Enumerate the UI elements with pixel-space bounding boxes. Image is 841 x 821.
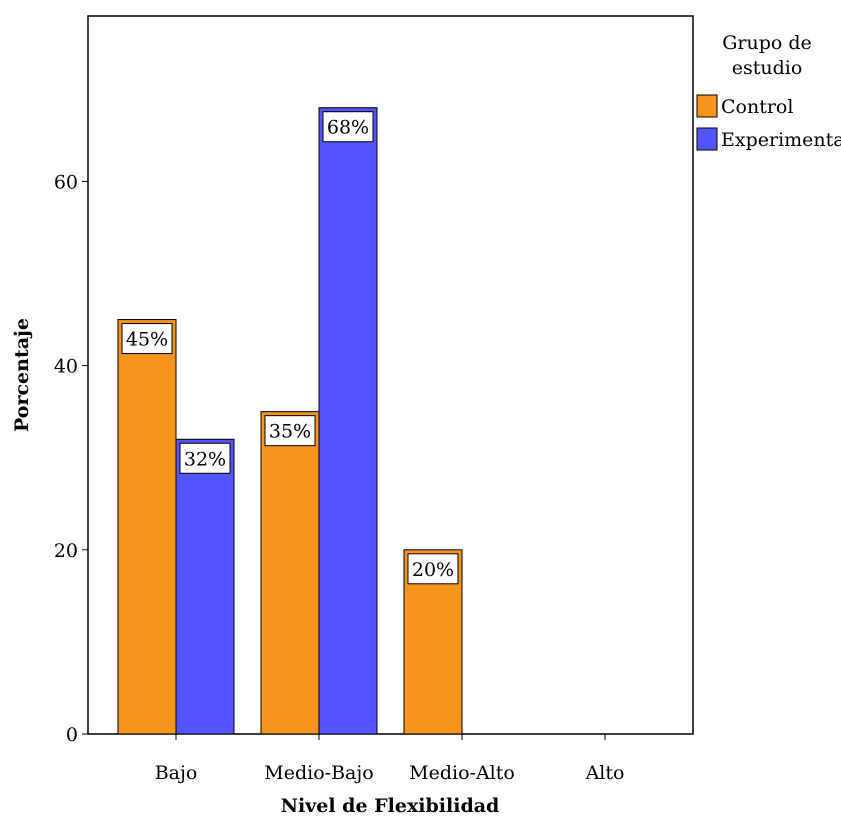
data-label: 68% [327,117,369,139]
y-tick-label: 0 [66,724,78,746]
y-tick-label: 60 [54,171,78,193]
legend-label-experimental: Experimental [721,129,841,151]
data-label-box [322,111,374,143]
x-tick-label: Alto [585,762,625,784]
legend-title-line-1: Grupo de [722,32,812,54]
legend: Grupo de estudio Control Experimental [696,32,841,151]
y-axis-label: Porcentaje [11,318,33,432]
legend-swatch-control [696,94,718,118]
bar-experimental-medio-bajo [318,107,378,735]
bars-layer: 45% 32% 35% 68% 20% [117,107,463,735]
data-label-box [264,415,316,447]
y-tick-label: 20 [54,540,78,562]
legend-label-control: Control [721,96,793,118]
data-label: 35% [269,421,311,443]
bar-control-medio-bajo [260,411,320,735]
data-label: 20% [412,559,454,581]
x-tick-label: Medio-Alto [409,762,515,784]
data-label-box [121,323,173,355]
data-label-box [179,442,231,474]
x-tick-label: Bajo [155,762,198,784]
data-label: 45% [126,329,168,351]
x-tick-label: Medio-Bajo [264,762,373,784]
legend-swatch-experimental [696,127,718,151]
legend-title-line-2: estudio [732,57,803,79]
x-axis: Bajo Medio-Bajo Medio-Alto Alto [155,734,625,784]
x-axis-label: Nivel de Flexibilidad [281,795,500,817]
y-tick-label: 40 [54,356,78,378]
data-label: 32% [184,448,226,470]
data-label-box [407,553,459,585]
y-axis: 0 20 40 60 [54,171,88,746]
bar-experimental-bajo [175,438,235,735]
bar-control-bajo [117,319,177,735]
